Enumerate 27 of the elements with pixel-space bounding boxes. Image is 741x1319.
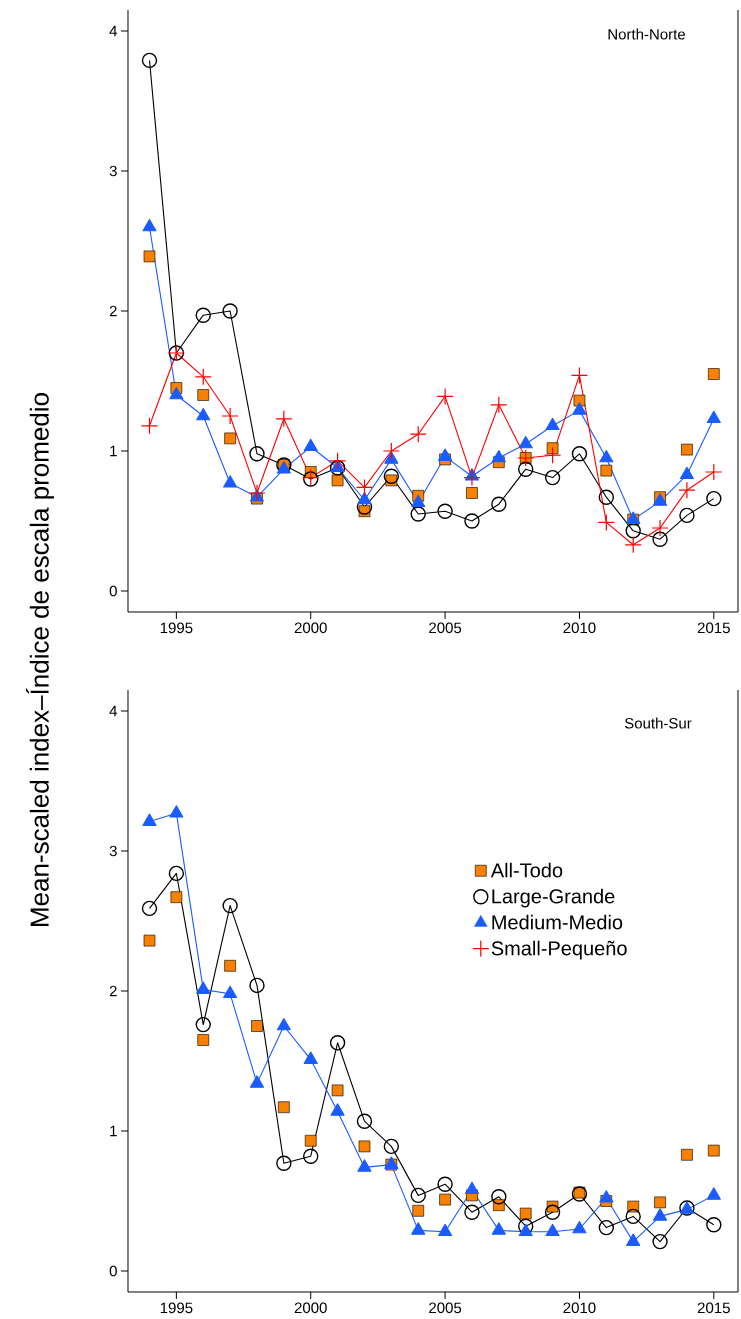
x-tick-label: 1995 — [160, 622, 193, 634]
x-tick-label: 2000 — [294, 622, 327, 634]
x-tick-label: 2010 — [563, 622, 596, 634]
x-tick-label: 1995 — [160, 1302, 193, 1314]
legend-label: All-Todo — [490, 862, 563, 878]
annotation: South-Sur — [624, 717, 692, 729]
legend-label: Medium-Medio — [492, 914, 623, 930]
x-tick-label: 2015 — [697, 1302, 730, 1314]
y-tick-label: 0 — [109, 585, 117, 597]
y-tick-label: 0 — [109, 1265, 117, 1277]
x-tick-label: 2010 — [563, 1302, 596, 1314]
x-tick-label: 2005 — [429, 1302, 462, 1314]
y-tick-label: 1 — [110, 445, 117, 457]
legend-label: Large-Grande — [492, 888, 615, 908]
annotation: North-Norte — [608, 28, 685, 40]
y-tick-label: 2 — [109, 985, 117, 997]
x-tick-label: 2005 — [429, 622, 462, 634]
y-tick-label: 4 — [109, 25, 118, 37]
y-axis-title: Mean-scaled index–Índice de escala promedio — [26, 393, 54, 926]
y-tick-label: 1 — [110, 1125, 117, 1137]
legend-label: Small-Pequeño — [491, 940, 627, 960]
y-tick-label: 2 — [109, 305, 117, 317]
x-tick-label: 2015 — [697, 622, 730, 634]
x-tick-label: 2000 — [294, 1302, 327, 1314]
y-tick-label: 4 — [109, 705, 118, 717]
y-tick-label: 3 — [109, 845, 117, 857]
y-tick-label: 3 — [109, 165, 117, 177]
